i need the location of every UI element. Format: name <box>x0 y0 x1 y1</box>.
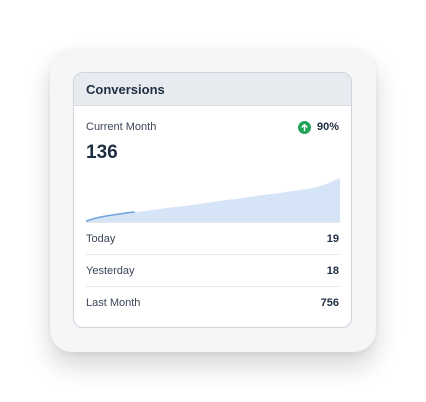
arrow-up-circle-icon <box>297 120 311 134</box>
metric-value: 136 <box>86 142 118 163</box>
stat-row-last-month: Last Month 756 <box>86 287 339 318</box>
widget-title: Conversions <box>86 81 165 97</box>
change-indicator: 90% <box>297 120 339 134</box>
stat-row-today: Today 19 <box>86 223 339 255</box>
stat-value: 756 <box>320 296 339 309</box>
stat-row-yesterday: Yesterday 18 <box>86 255 339 287</box>
period-label: Current Month <box>86 121 157 133</box>
metric-row: Current Month 90% <box>86 120 339 134</box>
change-percent: 90% <box>316 121 339 133</box>
sparkline-chart <box>86 178 340 222</box>
stat-label: Last Month <box>86 296 141 309</box>
widget-body: Current Month 90% 136 Today 19 Yesterda <box>74 120 351 318</box>
sparkline-area <box>86 178 340 222</box>
stats-list: Today 19 Yesterday 18 Last Month 756 <box>86 222 339 318</box>
widget-header: Conversions <box>74 73 351 106</box>
stat-value: 19 <box>326 232 339 245</box>
sparkline-line <box>86 211 135 222</box>
conversions-widget: Conversions Current Month 90% 136 Today … <box>73 72 352 328</box>
stat-label: Today <box>86 232 116 245</box>
stat-label: Yesterday <box>86 264 135 277</box>
stat-value: 18 <box>326 264 339 277</box>
